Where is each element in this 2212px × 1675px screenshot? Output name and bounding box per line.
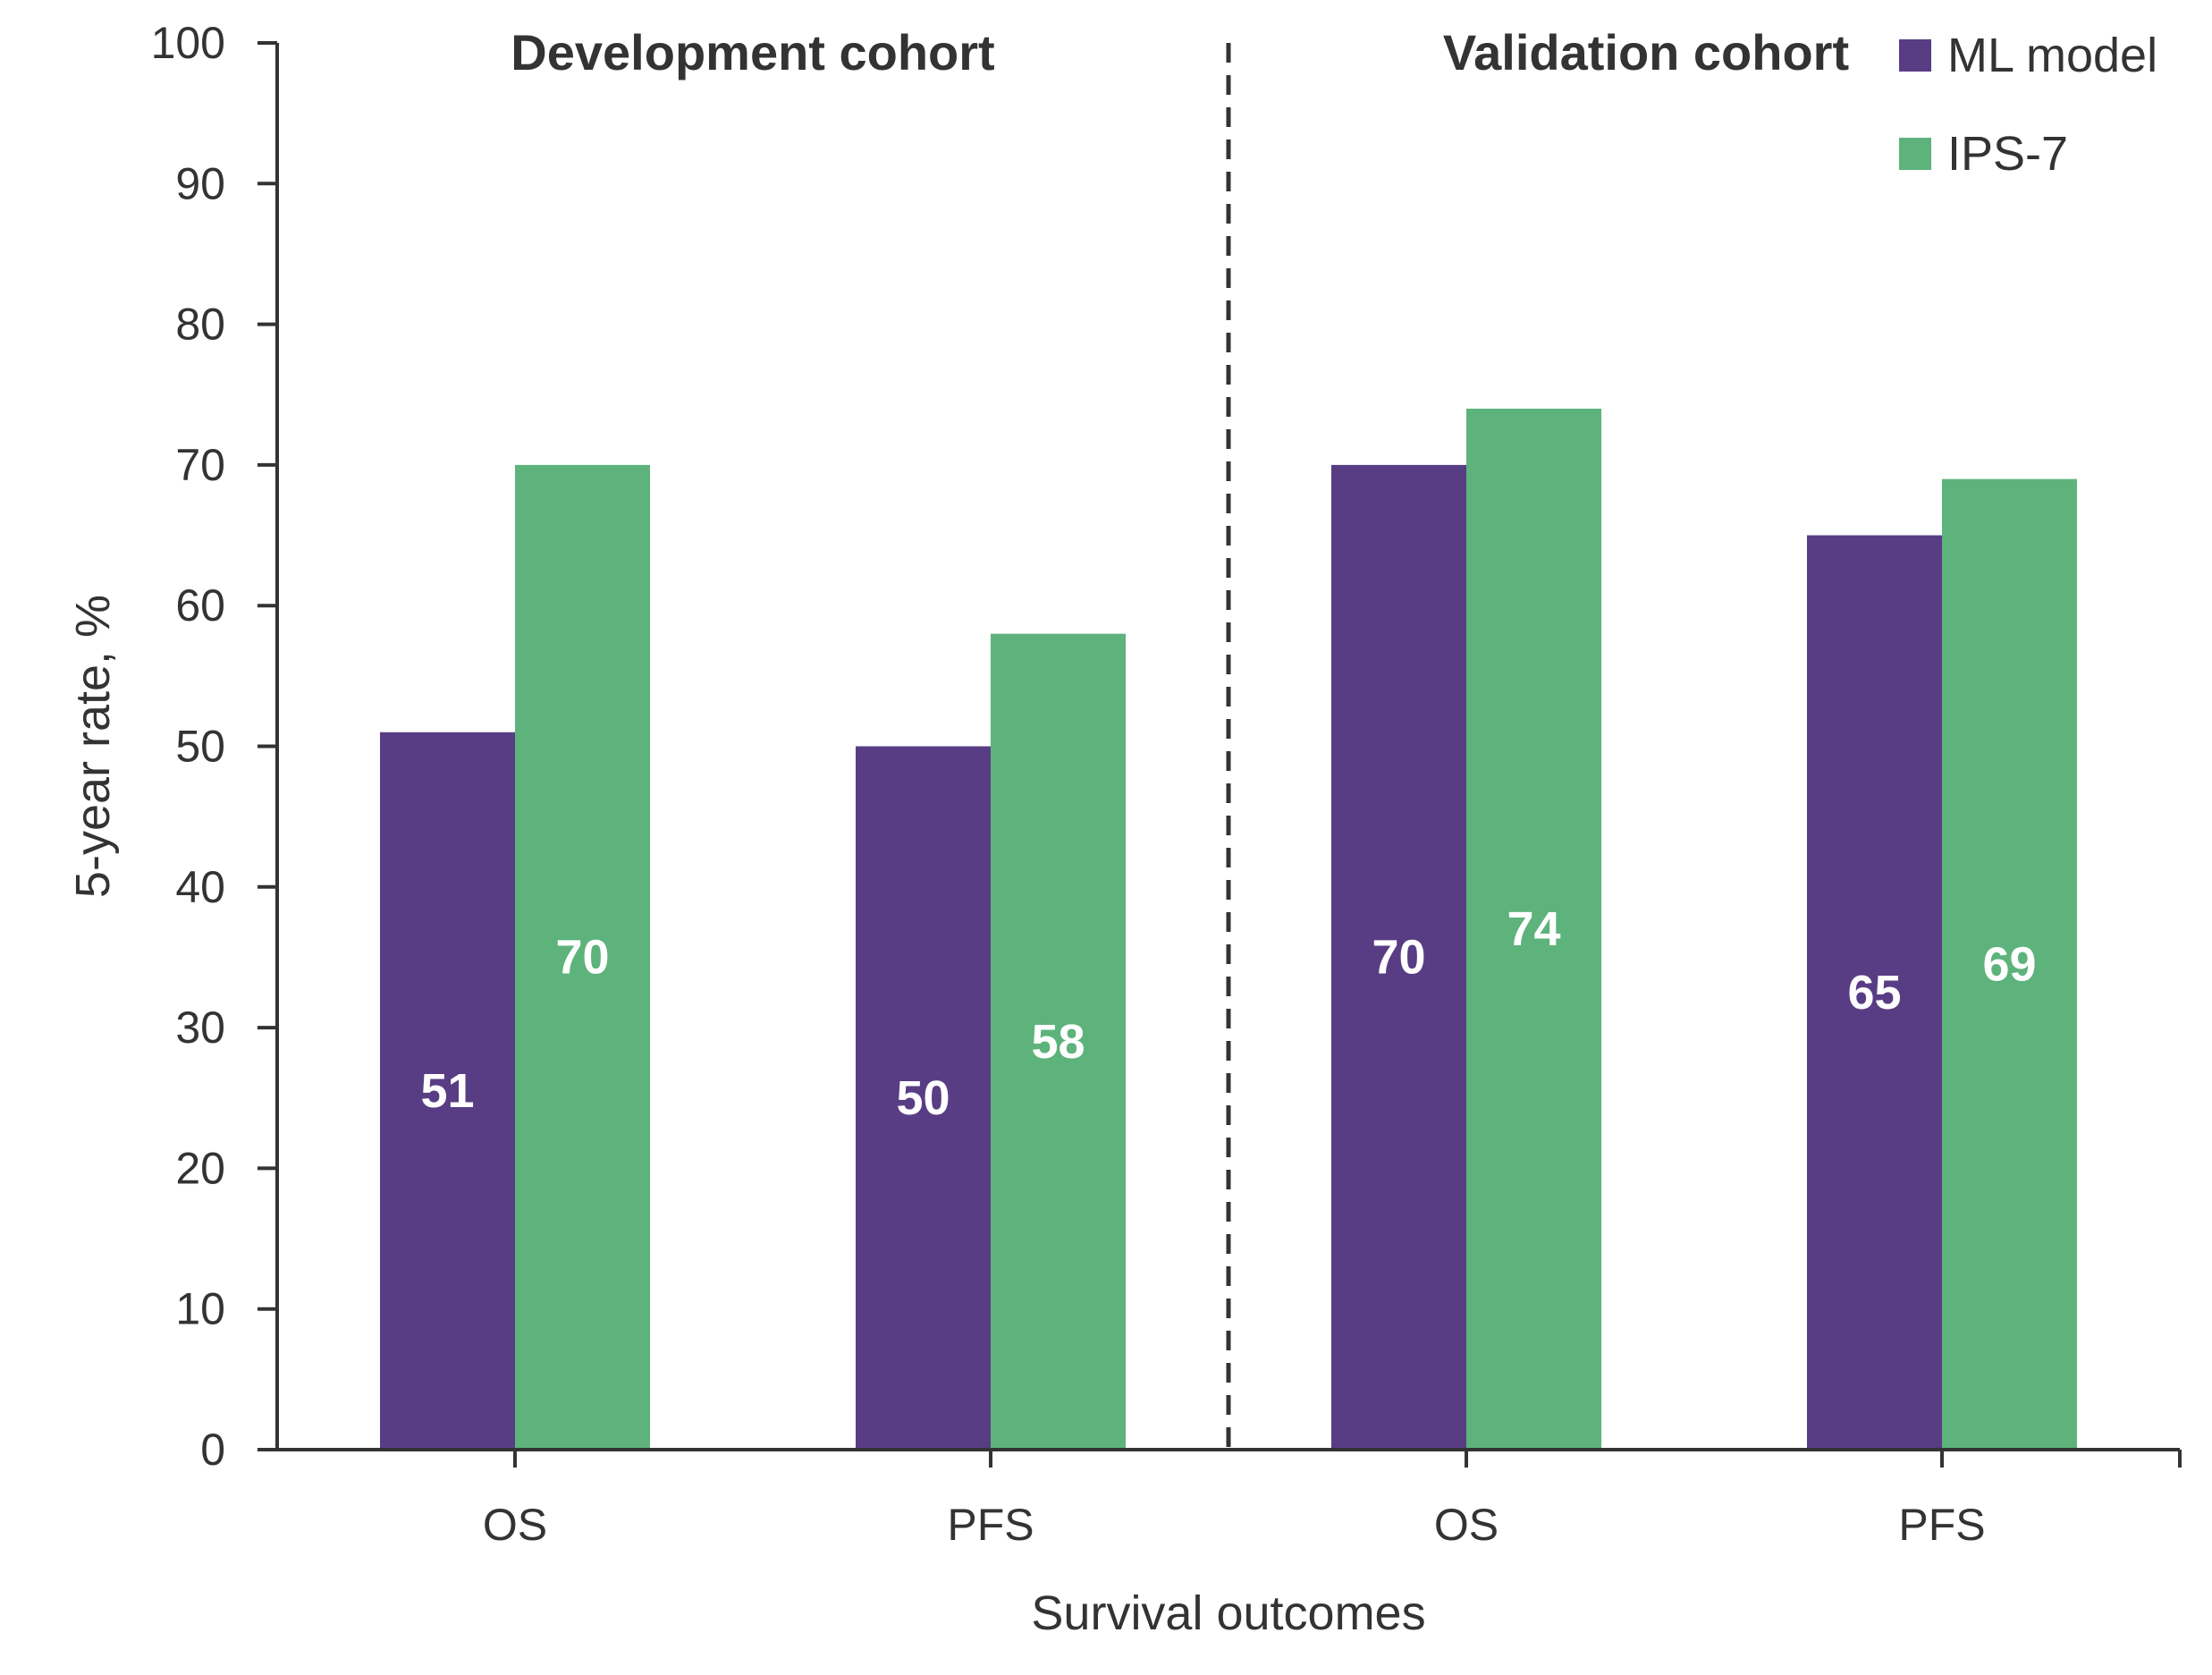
- y-tick-label: 100: [151, 18, 225, 68]
- y-tick-label: 90: [175, 158, 225, 208]
- group-title: Development cohort: [511, 24, 994, 80]
- data-labels-layer: 51 50 70 65 70 58 74 69: [420, 902, 2036, 1125]
- y-tick-label: 80: [175, 300, 225, 350]
- y-tick-label: 50: [175, 722, 225, 772]
- bar-ips-7-0: [515, 464, 650, 1450]
- bars-layer: [380, 408, 2077, 1451]
- y-tick-label: 60: [175, 580, 225, 630]
- bar-ml-model-2: [1331, 464, 1466, 1450]
- x-tick-label: PFS: [947, 1500, 1034, 1550]
- x-tick-label: PFS: [1898, 1500, 1985, 1550]
- x-axis-title: Survival outcomes: [1031, 1586, 1425, 1640]
- data-label: 50: [896, 1071, 950, 1125]
- y-axis-title: 5-year rate, %: [66, 595, 120, 898]
- data-label: 70: [555, 930, 609, 984]
- y-tick-label: 30: [175, 1002, 225, 1053]
- bar-ml-model-3: [1807, 535, 1942, 1450]
- data-label: 58: [1031, 1015, 1085, 1069]
- legend-swatch: [1899, 138, 1931, 170]
- y-tick-label: 40: [175, 862, 225, 912]
- legend-label: IPS-7: [1947, 127, 2068, 181]
- y-tick-label: 20: [175, 1143, 225, 1193]
- data-label: 65: [1847, 966, 1901, 1019]
- data-label: 74: [1507, 902, 1560, 956]
- bar-ips-7-3: [1942, 478, 2077, 1450]
- bar-ips-7-2: [1466, 408, 1601, 1451]
- x-tick-label: OS: [483, 1500, 547, 1550]
- x-tick-label: OS: [1434, 1500, 1499, 1550]
- legend-swatch: [1899, 39, 1931, 72]
- group-title: Validation cohort: [1443, 24, 1849, 80]
- y-tick-label: 70: [175, 440, 225, 490]
- axes-layer: 0 10 20 30 40 50 60 70 80 90 100 OS PFS OS PFS Developm…: [66, 18, 2182, 1640]
- bar-ml-model-1: [856, 746, 991, 1450]
- legend-label: ML model: [1947, 29, 2157, 82]
- legend: ML model IPS-7: [1899, 29, 2157, 181]
- y-tick-label: 0: [200, 1425, 225, 1475]
- y-tick-label: 10: [175, 1284, 225, 1334]
- data-label: 70: [1372, 930, 1425, 984]
- data-label: 69: [1982, 937, 2036, 991]
- data-label: 51: [420, 1064, 474, 1118]
- bar-ips-7-1: [991, 633, 1126, 1450]
- bar-ml-model-0: [380, 732, 515, 1450]
